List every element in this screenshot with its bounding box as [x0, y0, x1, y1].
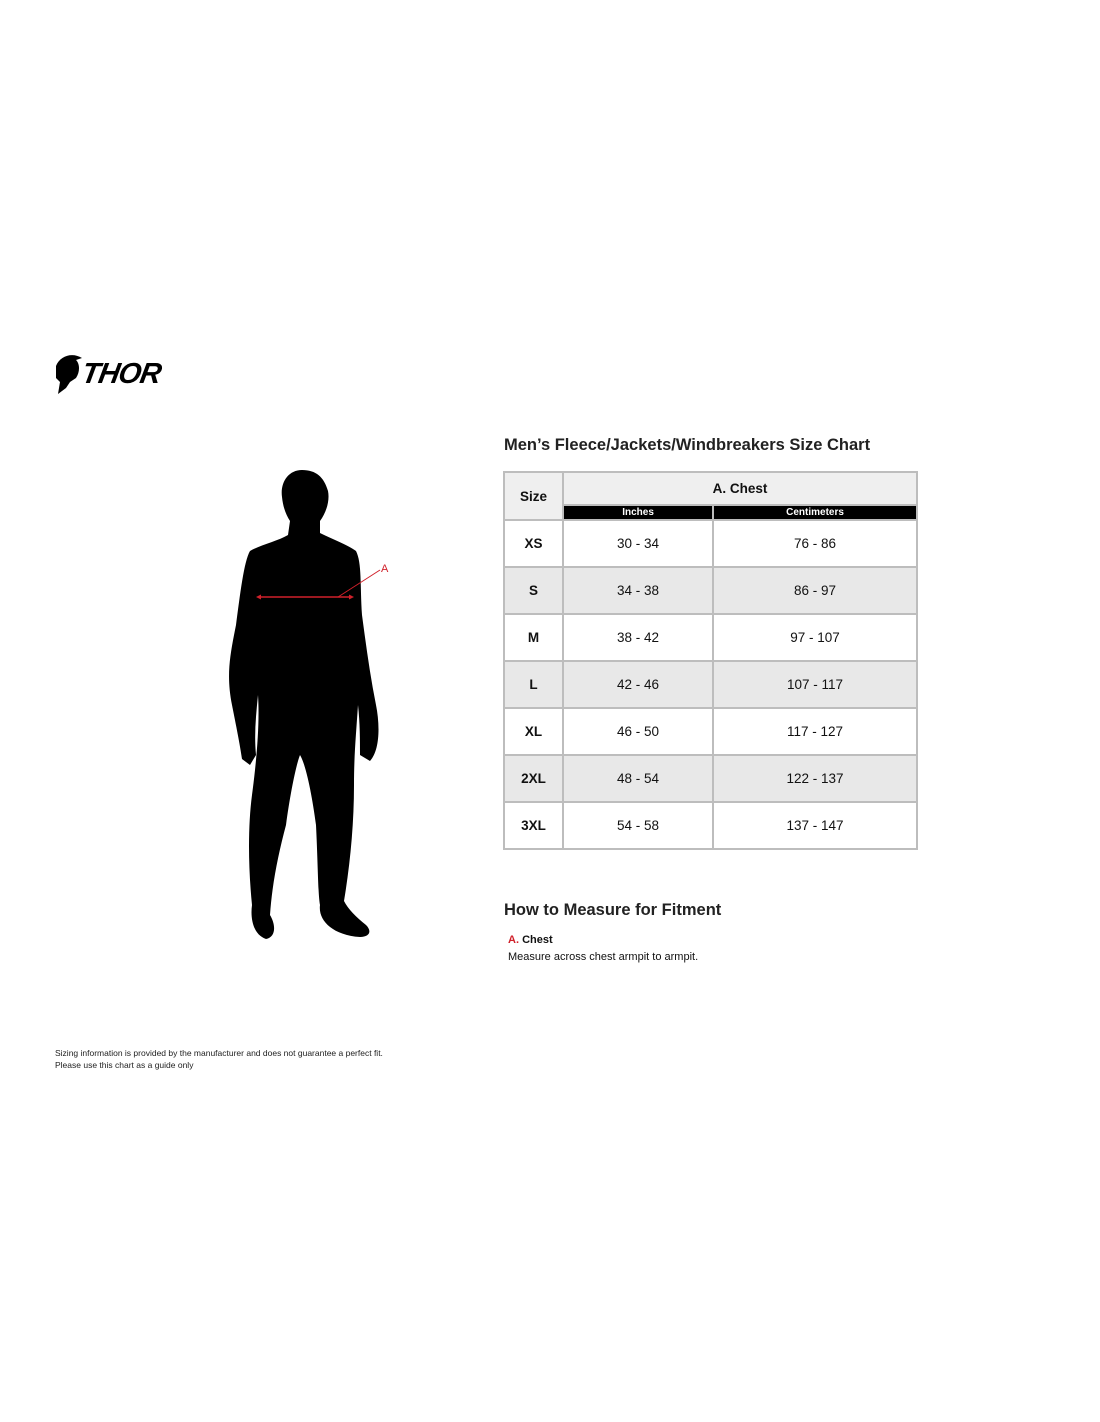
centimeters-cell: 76 - 86: [712, 519, 918, 568]
table-row: XL 46 - 50 117 - 127: [503, 707, 918, 756]
measure-description: Measure across chest armpit to armpit.: [508, 951, 699, 963]
table-row: S 34 - 38 86 - 97: [503, 566, 918, 615]
inches-cell: 30 - 34: [561, 519, 715, 568]
inches-cell: 42 - 46: [561, 660, 715, 709]
table-row: L 42 - 46 107 - 117: [503, 660, 918, 709]
table-row: 2XL 48 - 54 122 - 137: [503, 754, 918, 803]
inches-cell: 54 - 58: [561, 801, 715, 850]
size-cell: 3XL: [503, 801, 564, 850]
centimeters-header: Centimeters: [712, 504, 918, 521]
leader-line: [337, 569, 381, 598]
size-cell: XL: [503, 707, 564, 756]
size-header: Size: [503, 471, 564, 521]
table-row: XS 30 - 34 76 - 86: [503, 519, 918, 568]
centimeters-cell: 107 - 117: [712, 660, 918, 709]
size-cell: M: [503, 613, 564, 662]
chest-header: A. Chest: [562, 471, 918, 506]
thor-logo: THOR: [54, 352, 184, 398]
helmet-icon: [56, 355, 82, 394]
inches-cell: 46 - 50: [561, 707, 715, 756]
size-cell: XS: [503, 519, 564, 568]
chart-title: Men’s Fleece/Jackets/Windbreakers Size C…: [504, 436, 871, 454]
measure-label: A. Chest: [508, 934, 553, 946]
measure-title: How to Measure for Fitment: [504, 901, 722, 919]
size-cell: 2XL: [503, 754, 564, 803]
inches-cell: 48 - 54: [561, 754, 715, 803]
measure-name: Chest: [522, 934, 553, 946]
disclaimer-line-1: Sizing information is provided by the ma…: [55, 1048, 383, 1058]
marker-a: A: [381, 563, 389, 575]
centimeters-cell: 86 - 97: [712, 566, 918, 615]
size-cell: S: [503, 566, 564, 615]
logo-text: THOR: [79, 358, 164, 390]
inches-header: Inches: [561, 504, 715, 521]
arrow-left-icon: [256, 594, 261, 600]
disclaimer: Sizing information is provided by the ma…: [55, 1048, 383, 1071]
table-row: 3XL 54 - 58 137 - 147: [503, 801, 918, 850]
table-row: M 38 - 42 97 - 107: [503, 613, 918, 662]
size-table: Size A. Chest Inches Centimeters XS 30 - …: [503, 471, 918, 850]
centimeters-cell: 97 - 107: [712, 613, 918, 662]
centimeters-cell: 137 - 147: [712, 801, 918, 850]
centimeters-cell: 122 - 137: [712, 754, 918, 803]
disclaimer-line-2: Please use this chart as a guide only: [55, 1059, 194, 1070]
arrow-right-icon: [349, 594, 354, 600]
inches-cell: 38 - 42: [561, 613, 715, 662]
body-silhouette: A: [229, 470, 389, 939]
centimeters-cell: 117 - 127: [712, 707, 918, 756]
inches-cell: 34 - 38: [561, 566, 715, 615]
size-cell: L: [503, 660, 564, 709]
measure-letter: A.: [508, 934, 519, 946]
